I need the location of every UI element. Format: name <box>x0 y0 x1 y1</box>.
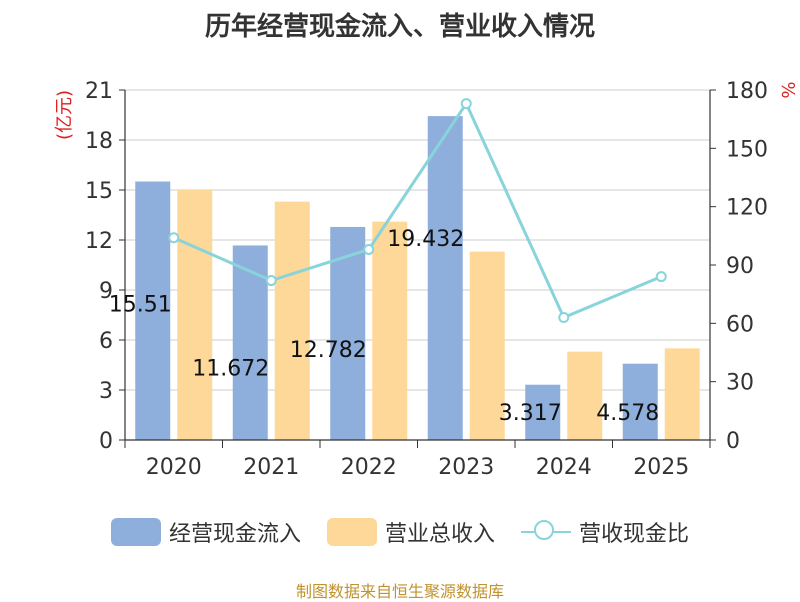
line-ratio <box>173 100 662 320</box>
y-right-tick-label: 30 <box>726 371 754 396</box>
y-left-tick-label: 21 <box>85 79 113 104</box>
bar-revenue <box>177 190 213 440</box>
legend: 经营现金流入 营业总收入 营收现金比 <box>0 516 800 548</box>
y-left-tick-label: 3 <box>99 379 113 404</box>
line-point-ratio <box>363 243 375 255</box>
legend-item-revenue[interactable]: 营业总收入 <box>326 516 495 548</box>
y-right-tick-label: 90 <box>726 254 754 279</box>
legend-item-cash-inflow[interactable]: 经营现金流入 <box>110 516 301 548</box>
bar-cash-inflow <box>525 384 561 440</box>
data-label-cash-inflow: 15.51 <box>109 293 172 318</box>
y-right-tick-label: 150 <box>726 137 768 162</box>
line-point-ratio <box>558 312 570 323</box>
y-right-tick-label: 120 <box>726 196 768 221</box>
x-tick-label: 2022 <box>341 455 397 480</box>
line-point-ratio <box>460 98 472 110</box>
line-point-ratio <box>168 232 180 244</box>
data-label-cash-inflow: 12.782 <box>290 338 367 363</box>
bar-cash-inflow <box>427 116 463 440</box>
legend-label-cash-inflow: 经营现金流入 <box>168 522 301 547</box>
x-tick-label: 2024 <box>536 455 592 480</box>
bar-revenue <box>469 251 505 440</box>
line-point-ratio <box>265 275 277 287</box>
legend-swatch-revenue <box>326 518 377 546</box>
bar-revenue <box>567 351 603 440</box>
source-note: 制图数据来自恒生聚源数据库 <box>295 582 504 601</box>
y-left-tick-label: 15 <box>85 179 113 204</box>
data-label-cash-inflow: 4.578 <box>596 401 659 426</box>
y-right-tick-label: 60 <box>726 312 754 337</box>
y-right-tick-label: 180 <box>726 79 768 104</box>
y-right-tick-label: 0 <box>726 429 740 454</box>
y-left-tick-label: 6 <box>99 329 113 354</box>
x-tick-label: 2025 <box>633 455 689 480</box>
x-tick-label: 2023 <box>438 455 494 480</box>
data-label-cash-inflow: 3.317 <box>499 401 562 426</box>
y-left-tick-label: 9 <box>99 279 113 304</box>
bar-cash-inflow <box>232 245 268 440</box>
bar-revenue <box>664 348 700 440</box>
y-left-tick-label: 18 <box>85 129 113 154</box>
y-left-unit: (亿元) <box>54 90 75 140</box>
data-label-cash-inflow: 19.432 <box>387 227 464 252</box>
y-right-unit: % <box>777 81 798 98</box>
legend-label-revenue: 营业总收入 <box>384 522 495 547</box>
x-tick-label: 2021 <box>243 455 299 480</box>
y-left-tick-label: 0 <box>99 429 113 454</box>
bar-cash-inflow <box>330 226 366 440</box>
bar-revenue <box>372 221 408 440</box>
chart-title: 历年经营现金流入、营业收入情况 <box>204 12 595 42</box>
legend-item-ratio[interactable]: 营收现金比 <box>521 516 689 548</box>
data-label-cash-inflow: 11.672 <box>192 356 269 381</box>
line-point-ratio <box>655 271 667 283</box>
legend-label-ratio: 营收现金比 <box>579 522 690 547</box>
bar-cash-inflow <box>622 363 658 440</box>
y-left-tick-label: 12 <box>85 229 113 254</box>
bar-cash-inflow <box>135 181 171 440</box>
bar-revenue <box>274 201 310 440</box>
legend-swatch-cash-inflow <box>110 518 161 546</box>
x-tick-label: 2020 <box>146 455 202 480</box>
legend-swatch-ratio <box>521 518 571 546</box>
